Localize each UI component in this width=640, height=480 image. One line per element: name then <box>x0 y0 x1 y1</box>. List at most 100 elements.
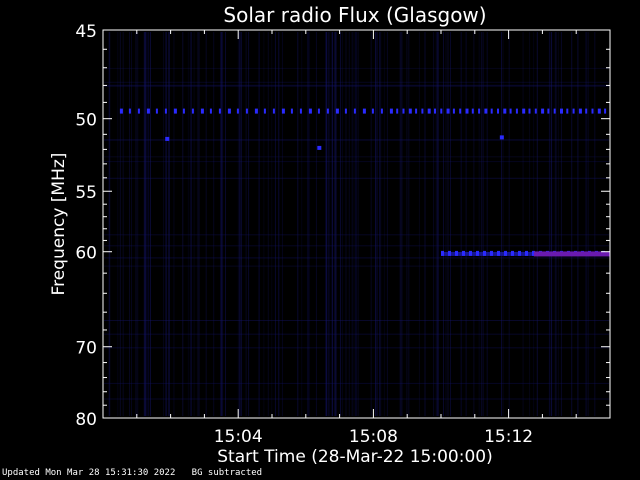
interference-line-segment <box>245 108 248 114</box>
noise-column <box>355 32 357 416</box>
plot-background <box>103 30 610 418</box>
noise-column <box>167 32 169 416</box>
drifting-band-segment <box>476 250 479 256</box>
interference-line-segment <box>119 108 123 114</box>
y-tick-label: 60 <box>75 244 97 264</box>
noise-column <box>239 32 241 416</box>
noise-row <box>104 139 609 141</box>
noise-column <box>348 32 350 416</box>
noise-column <box>529 32 531 416</box>
interference-line-segment <box>452 108 455 114</box>
noise-column <box>408 32 410 416</box>
noise-column <box>480 32 482 416</box>
noise-column <box>146 32 148 416</box>
noise-column <box>267 32 269 416</box>
interference-line-segment <box>503 108 507 114</box>
emission-spot <box>499 135 504 140</box>
noise-column <box>213 32 215 416</box>
interference-line-segment <box>281 108 285 114</box>
drifting-band-segment <box>532 250 535 256</box>
emission-spot <box>165 136 170 141</box>
noise-column <box>326 32 328 416</box>
interference-line-segment <box>317 108 320 114</box>
interference-line-segment <box>218 108 221 114</box>
noise-column <box>146 32 148 416</box>
noise-column <box>334 32 336 416</box>
plot-frame <box>102 29 611 419</box>
noise-column <box>482 32 484 416</box>
noise-column <box>406 32 408 416</box>
noise-column <box>297 32 299 416</box>
noise-column <box>438 32 439 416</box>
interference-line-segment <box>484 108 488 114</box>
noise-column <box>281 32 283 416</box>
noise-column <box>339 32 341 416</box>
noise-column <box>355 32 357 416</box>
noise-row <box>104 84 609 86</box>
interference-line-segment <box>534 108 537 114</box>
interference-line-segment <box>155 108 158 114</box>
noise-column <box>173 32 175 416</box>
interference-line-segment <box>236 108 239 114</box>
noise-column <box>150 32 151 416</box>
noise-column <box>248 32 250 416</box>
drifting-band-segment <box>483 250 486 256</box>
feature-layer <box>119 108 610 257</box>
noise-column <box>533 32 535 416</box>
noise-row <box>104 234 609 236</box>
noise-column <box>424 32 426 416</box>
interference-line-segment <box>408 108 412 114</box>
interference-line-segment <box>128 108 131 114</box>
noise-row <box>104 177 609 179</box>
noise-column <box>205 32 207 416</box>
noise-column <box>508 32 510 416</box>
interference-line-segment <box>459 108 462 114</box>
noise-column <box>345 32 347 416</box>
noise-column <box>551 32 553 416</box>
interference-line-segment <box>415 108 418 114</box>
noise-column <box>326 32 328 416</box>
noise-column <box>145 32 147 416</box>
noise-column <box>220 32 222 416</box>
noise-column <box>187 32 189 416</box>
noise-row <box>104 347 609 349</box>
drifting-band-strong <box>533 251 610 257</box>
drifting-band-segment <box>518 250 521 256</box>
noise-column <box>501 32 502 416</box>
y-tick-label: 70 <box>75 339 97 359</box>
noise-column <box>144 32 146 416</box>
noise-column <box>327 32 329 416</box>
interference-line-segment <box>497 108 499 114</box>
interference-line-segment <box>465 108 469 114</box>
noise-column <box>169 32 170 416</box>
drifting-band-segment <box>511 250 514 256</box>
noise-column <box>135 32 137 416</box>
interference-line-segment <box>515 108 518 114</box>
noise-column <box>190 32 192 416</box>
noise-column <box>332 32 334 416</box>
noise-row <box>104 382 609 384</box>
noise-column <box>450 32 451 416</box>
noise-column <box>163 32 165 416</box>
y-axis-label: Frequency [MHz] <box>49 153 69 296</box>
interference-line-segment <box>173 108 177 114</box>
noise-column <box>443 32 444 416</box>
noise-column <box>165 32 167 416</box>
noise-column <box>548 32 550 416</box>
x-axis-label: Start Time (28-Mar-22 15:00:00) <box>217 447 492 467</box>
noise-column <box>182 32 184 416</box>
noise-column <box>122 32 124 416</box>
noise-layer <box>104 32 609 416</box>
interference-line-segment <box>572 108 575 114</box>
noise-column <box>554 32 556 416</box>
noise-row <box>104 245 609 247</box>
noise-column <box>225 32 226 416</box>
interference-line-segment <box>446 108 450 114</box>
interference-line-segment <box>547 108 550 114</box>
noise-column <box>331 32 333 416</box>
interference-line-segment <box>362 108 366 114</box>
noise-column <box>437 32 439 416</box>
interference-line-segment <box>344 108 347 114</box>
noise-column <box>370 32 372 416</box>
interference-line-segment <box>227 108 231 114</box>
